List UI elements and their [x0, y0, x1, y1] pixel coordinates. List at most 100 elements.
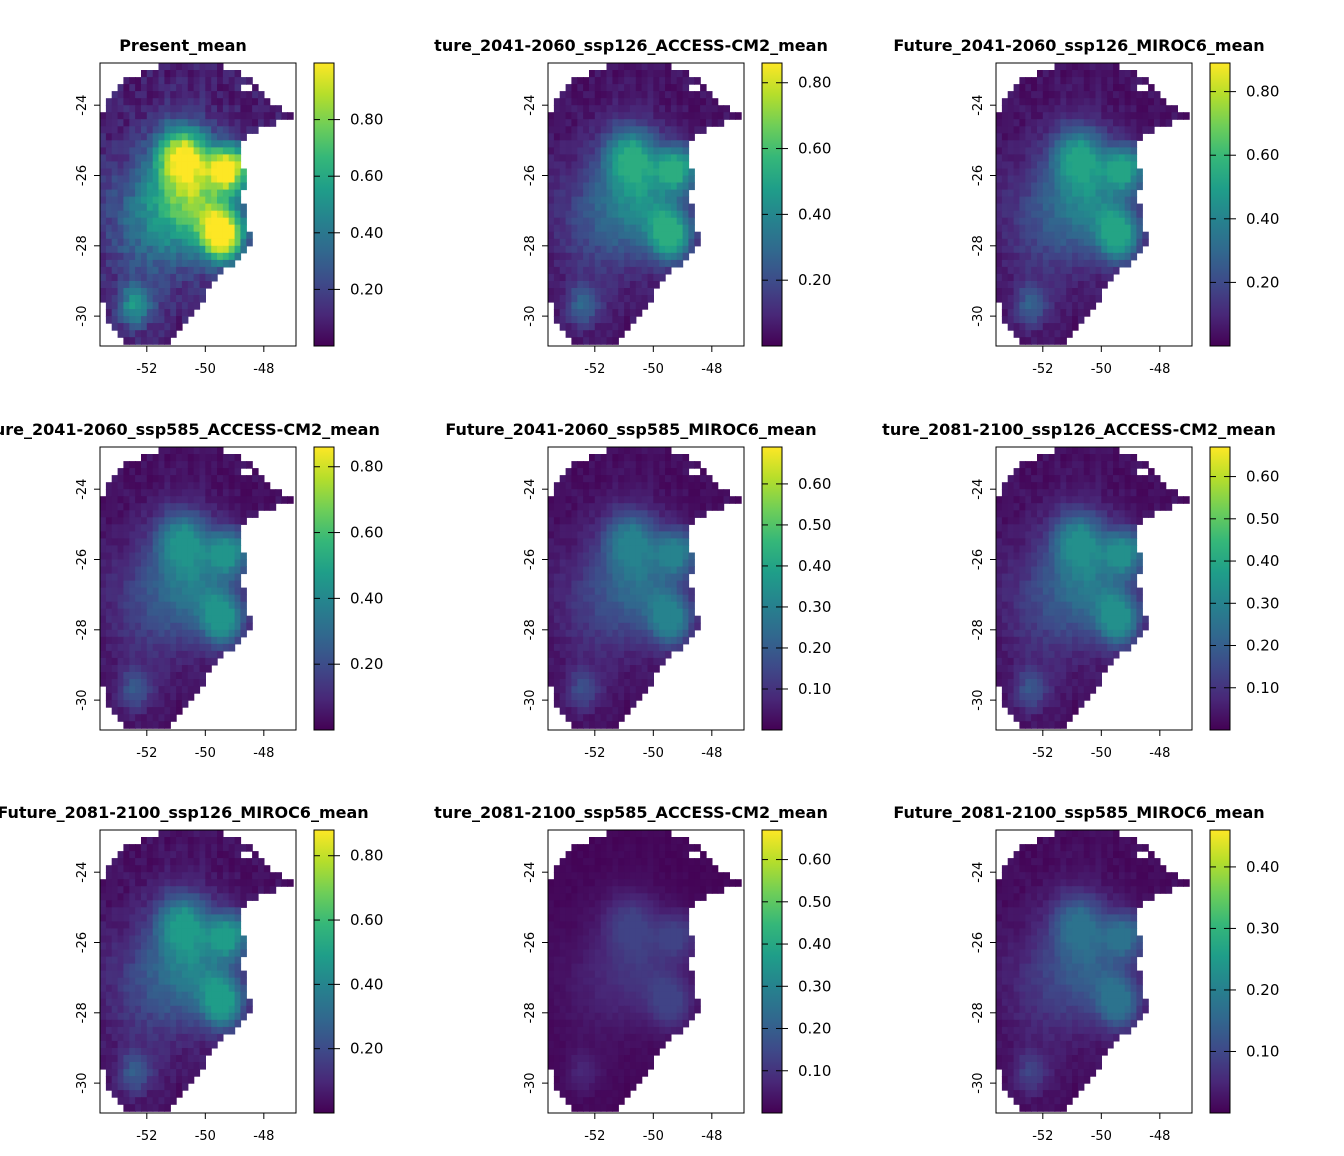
colorbar-tick-label: 0.40 [1246, 858, 1279, 876]
panel-title: Future_2041-2060_ssp126_MIROC6_mean [893, 36, 1264, 55]
raster-layer [548, 447, 742, 729]
colorbar [762, 63, 782, 346]
x-tick-label: -52 [1032, 362, 1053, 377]
y-tick-label: -26 [75, 549, 90, 570]
raster-layer [100, 830, 294, 1112]
x-tick-label: -52 [584, 746, 605, 761]
raster-layer [996, 63, 1190, 345]
colorbar-tick-label: 0.60 [798, 475, 831, 493]
y-tick-label: -24 [523, 95, 538, 116]
y-tick-label: -30 [75, 306, 90, 327]
raster-layer [100, 447, 294, 729]
y-tick-label: -24 [75, 862, 90, 883]
colorbar-tick-label: 0.60 [1246, 146, 1279, 164]
colorbar-tick-label: 0.10 [1246, 679, 1279, 697]
colorbar-tick-label: 0.20 [1246, 273, 1279, 291]
panel-title: ture_2041-2060_ssp585_ACCESS-CM2_mean [0, 420, 380, 439]
colorbar-tick-label: 0.10 [1246, 1042, 1279, 1060]
map-panel-5: Future_2041-2060_ssp585_MIROC6_mean-52-5… [445, 420, 831, 761]
y-tick-label: -30 [75, 690, 90, 711]
y-tick-label: -30 [523, 306, 538, 327]
y-tick-label: -26 [75, 165, 90, 186]
colorbar-tick-label: 0.80 [350, 847, 383, 865]
colorbar [314, 447, 334, 730]
y-tick-label: -30 [971, 306, 986, 327]
map-panel-6: ture_2081-2100_ssp126_ACCESS-CM2_mean -52… [882, 420, 1279, 761]
colorbar-tick-label: 0.60 [350, 524, 383, 542]
colorbar-tick-label: 0.20 [350, 655, 383, 673]
x-tick-label: -48 [253, 1129, 274, 1144]
panel-title: ture_2081-2100_ssp126_ACCESS-CM2_mean [882, 420, 1276, 439]
x-tick-label: -52 [1032, 746, 1053, 761]
colorbar [314, 830, 334, 1113]
y-tick-label: -28 [75, 619, 90, 640]
y-tick-label: -30 [971, 1073, 986, 1094]
y-tick-label: -26 [971, 549, 986, 570]
x-tick-label: -50 [643, 746, 664, 761]
y-tick-label: -30 [971, 690, 986, 711]
colorbar-tick-label: 0.40 [1246, 210, 1279, 228]
y-tick-label: -24 [971, 95, 986, 116]
y-tick-label: -28 [523, 235, 538, 256]
map-panel-9: Future_2081-2100_ssp585_MIROC6_mean-52-5… [893, 803, 1279, 1144]
x-tick-label: -50 [195, 1129, 216, 1144]
colorbar-tick-label: 0.40 [350, 589, 383, 607]
y-tick-label: -24 [971, 862, 986, 883]
map-panel-1: Present_mean-52-50-48-24-26-28-300.800.6… [75, 36, 383, 377]
colorbar-tick-label: 0.20 [1246, 637, 1279, 655]
map-panel-4: ture_2041-2060_ssp585_ACCESS-CM2_mean -52… [0, 420, 383, 761]
raster-layer [548, 63, 742, 345]
colorbar-tick-label: 0.20 [798, 639, 831, 657]
y-tick-label: -30 [523, 1073, 538, 1094]
x-tick-label: -50 [1091, 1129, 1112, 1144]
colorbar-tick-label: 0.20 [1246, 981, 1279, 999]
x-tick-label: -48 [253, 362, 274, 377]
colorbar-tick-label: 0.60 [798, 140, 831, 158]
colorbar-tick-label: 0.50 [798, 893, 831, 911]
colorbar-tick-label: 0.80 [350, 458, 383, 476]
y-tick-label: -28 [971, 1002, 986, 1023]
colorbar-tick-label: 0.40 [350, 975, 383, 993]
x-tick-label: -48 [701, 1129, 722, 1144]
x-tick-label: -52 [584, 1129, 605, 1144]
y-tick-label: -24 [75, 95, 90, 116]
map-panel-3: Future_2041-2060_ssp126_MIROC6_mean-52-5… [893, 36, 1279, 377]
x-tick-label: -52 [136, 746, 157, 761]
colorbar-tick-label: 0.20 [350, 280, 383, 298]
x-tick-label: -52 [584, 362, 605, 377]
y-tick-label: -30 [75, 1073, 90, 1094]
y-tick-label: -24 [523, 862, 538, 883]
colorbar-tick-label: 0.40 [350, 224, 383, 242]
colorbar-tick-label: 0.50 [1246, 510, 1279, 528]
colorbar-tick-label: 0.80 [798, 74, 831, 92]
colorbar-tick-label: 0.20 [798, 1020, 831, 1038]
y-tick-label: -24 [523, 479, 538, 500]
x-tick-label: -48 [1149, 362, 1170, 377]
y-tick-label: -24 [971, 479, 986, 500]
colorbar-tick-label: 0.60 [798, 851, 831, 869]
panel-title: ture_2041-2060_ssp126_ACCESS-CM2_mean [434, 36, 828, 55]
colorbar-tick-label: 0.10 [798, 680, 831, 698]
colorbar [1210, 830, 1230, 1113]
colorbar-tick-label: 0.40 [798, 205, 831, 223]
y-tick-label: -28 [523, 619, 538, 640]
y-tick-label: -28 [971, 619, 986, 640]
x-tick-label: -50 [195, 746, 216, 761]
colorbar-tick-label: 0.40 [798, 557, 831, 575]
colorbar [1210, 63, 1230, 346]
raster-layer [548, 830, 742, 1112]
colorbar-tick-label: 0.10 [798, 1062, 831, 1080]
raster-layer [100, 63, 294, 345]
x-tick-label: -48 [701, 746, 722, 761]
map-panel-2: ture_2041-2060_ssp126_ACCESS-CM2_mean -52… [434, 36, 831, 377]
x-tick-label: -52 [136, 1129, 157, 1144]
map-panel-7: Future_2081-2100_ssp126_MIROC6_mean-52-5… [0, 803, 383, 1144]
y-tick-label: -26 [971, 165, 986, 186]
y-tick-label: -30 [523, 690, 538, 711]
colorbar-tick-label: 0.80 [350, 111, 383, 129]
y-tick-label: -28 [75, 1002, 90, 1023]
colorbar [314, 63, 334, 346]
y-tick-label: -28 [75, 235, 90, 256]
colorbar-tick-label: 0.40 [1246, 552, 1279, 570]
